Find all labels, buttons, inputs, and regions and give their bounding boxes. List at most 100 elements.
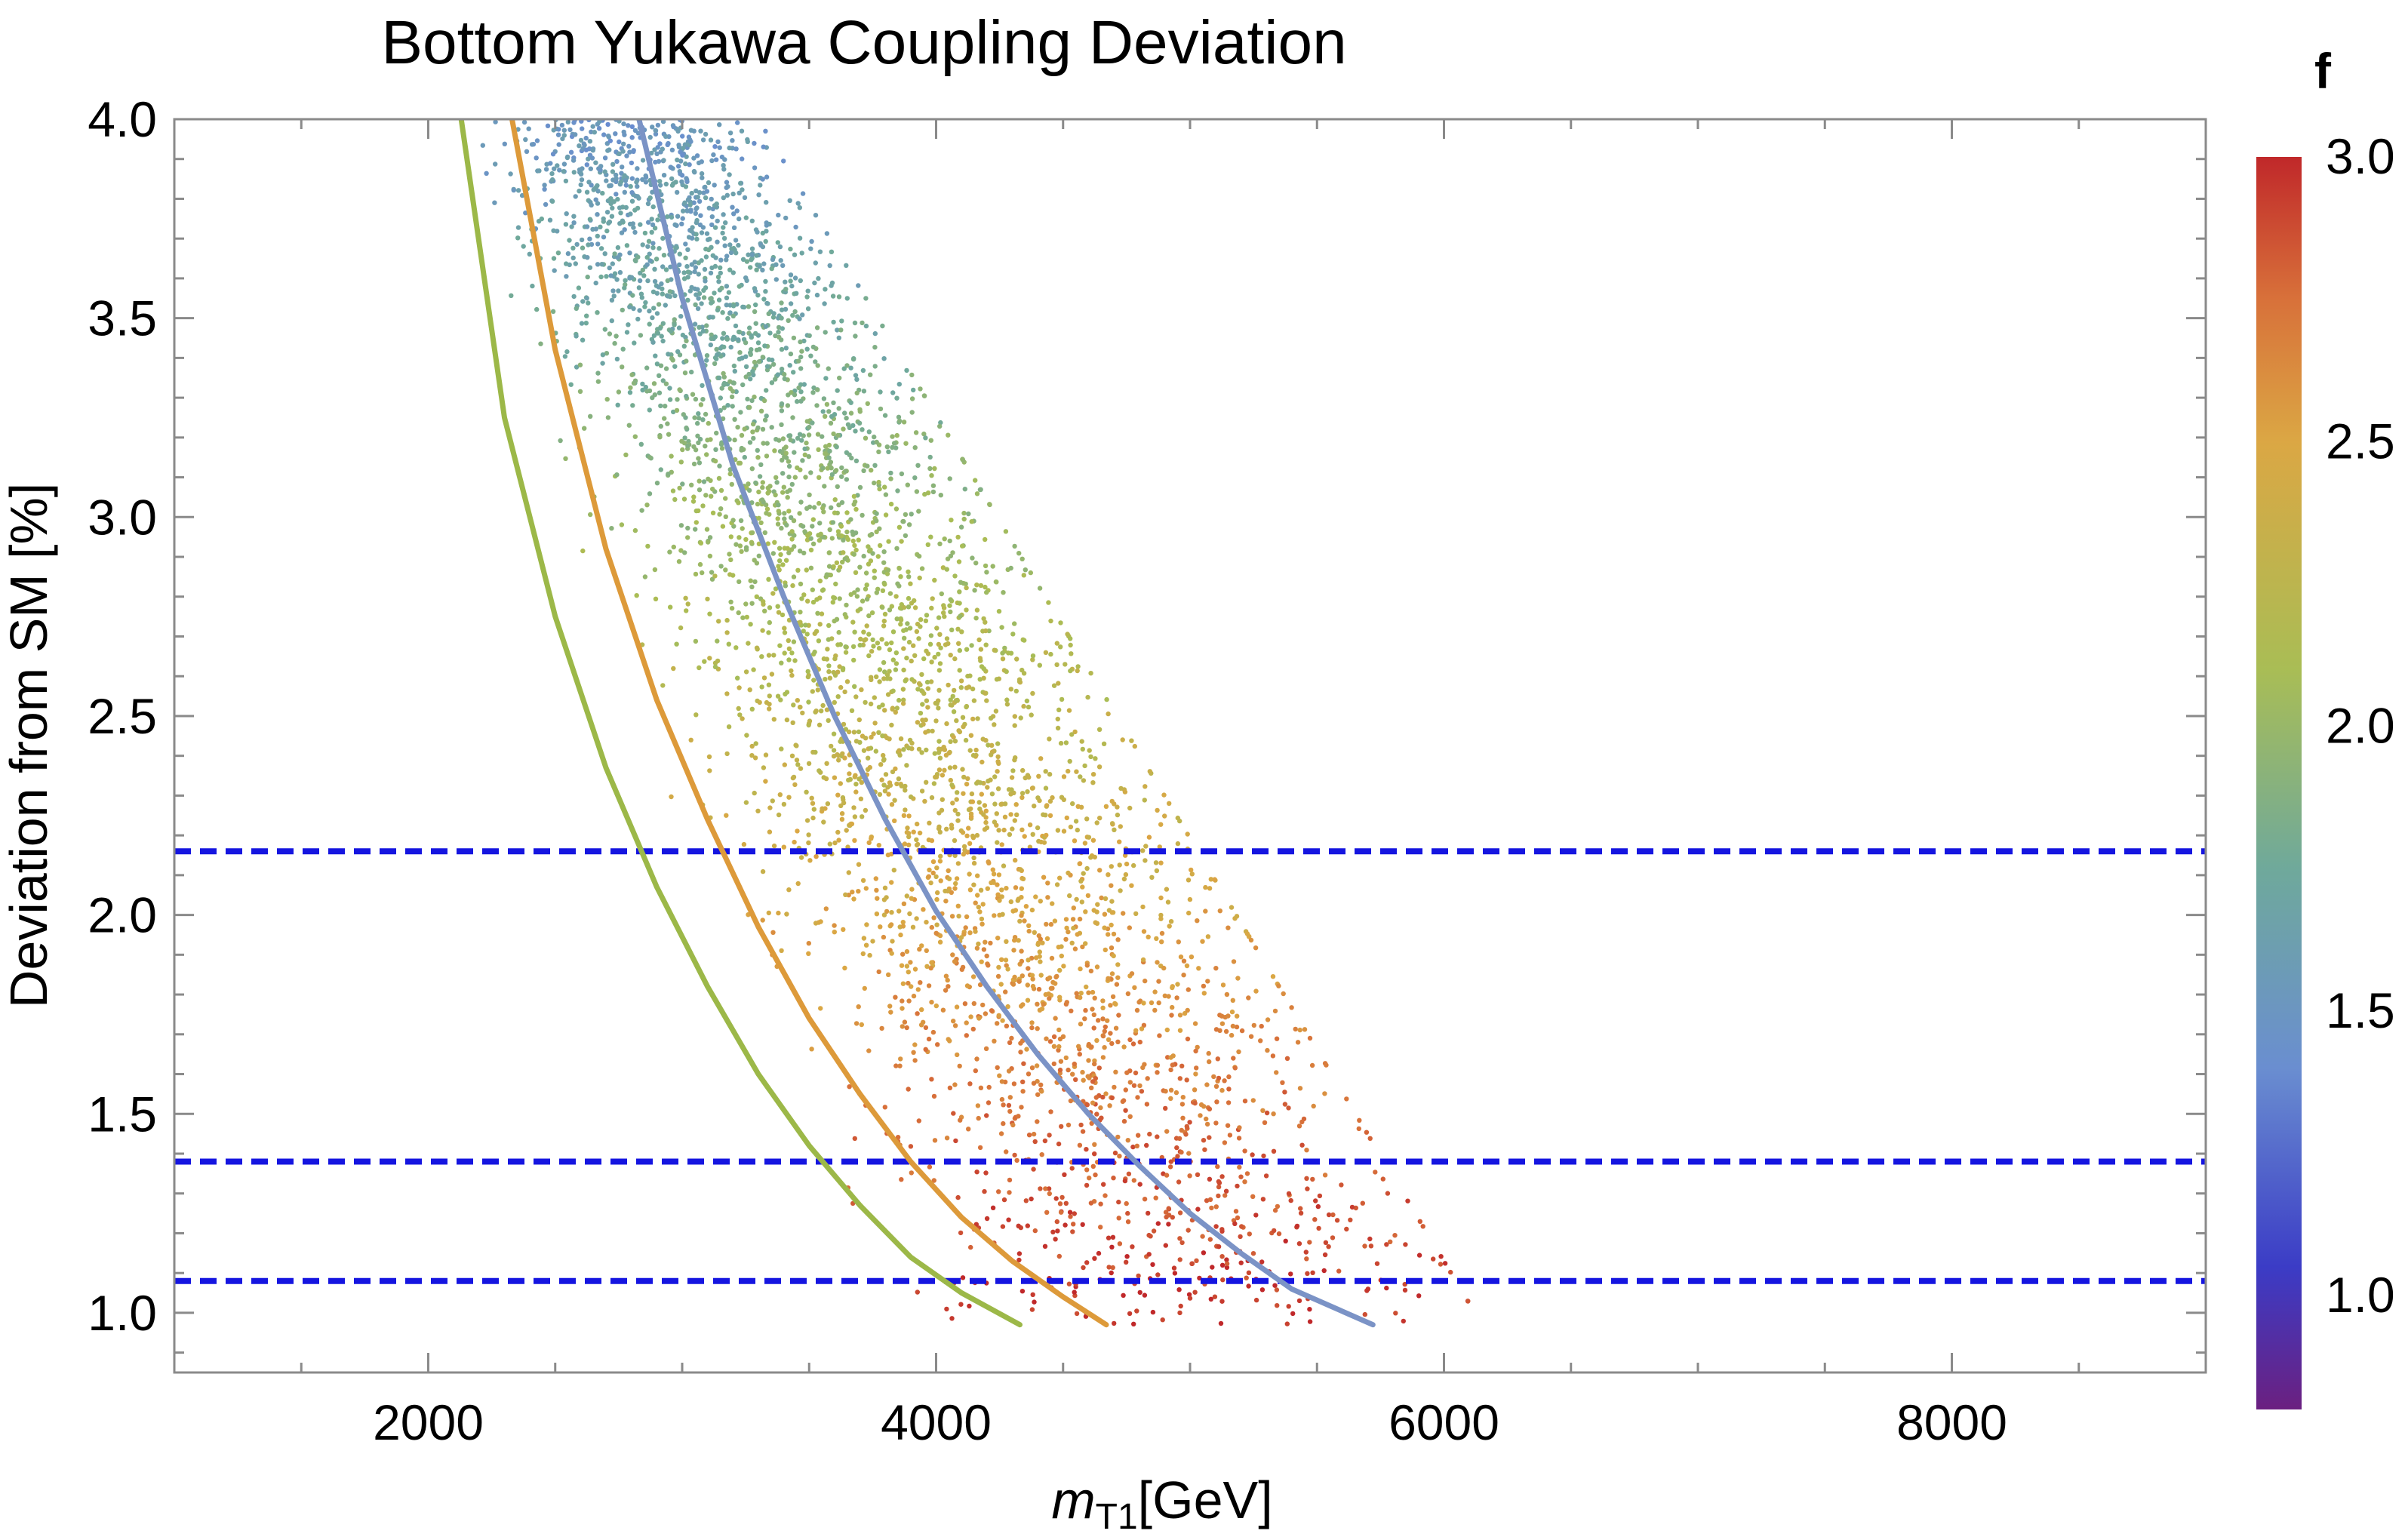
scatter-point	[610, 161, 616, 167]
scatter-point	[829, 280, 835, 286]
scatter-point	[704, 358, 709, 363]
scatter-point	[582, 426, 587, 431]
scatter-point	[966, 684, 972, 690]
scatter-point	[644, 254, 650, 260]
scatter-point	[1109, 1040, 1115, 1047]
scatter-point	[866, 613, 872, 619]
scatter-point	[1000, 650, 1005, 656]
scatter-point	[649, 150, 654, 156]
scatter-point	[1058, 644, 1063, 650]
scatter-point	[762, 608, 767, 613]
scatter-point	[724, 337, 730, 342]
scatter-point	[1019, 913, 1024, 918]
scatter-point	[963, 737, 969, 743]
scatter-point	[944, 567, 950, 572]
scatter-point	[875, 554, 881, 559]
scatter-point	[853, 547, 859, 553]
scatter-point	[681, 276, 687, 281]
scatter-point	[767, 706, 772, 712]
scatter-point	[621, 121, 626, 127]
scatter-point	[808, 565, 814, 570]
scatter-point	[839, 465, 844, 471]
scatter-point	[573, 261, 578, 266]
scatter-point	[770, 930, 776, 936]
scatter-point	[994, 811, 1000, 816]
scatter-point	[1057, 967, 1063, 973]
scatter-point	[810, 815, 816, 821]
scatter-point	[1115, 804, 1120, 810]
scatter-point	[942, 767, 947, 773]
scatter-point	[776, 330, 781, 335]
scatter-point	[577, 143, 582, 149]
scatter-point	[573, 194, 578, 199]
scatter-point	[1084, 984, 1089, 990]
plot-frame	[173, 118, 2207, 1374]
scatter-point	[973, 478, 978, 483]
scatter-point	[929, 1077, 934, 1082]
scatter-point	[721, 163, 726, 168]
scatter-point	[882, 413, 888, 418]
scatter-point	[563, 178, 569, 184]
scatter-point	[725, 315, 730, 321]
scatter-point	[1074, 896, 1079, 902]
scatter-point	[843, 727, 849, 732]
scatter-point	[1008, 565, 1013, 571]
scatter-point	[789, 536, 795, 542]
scatter-point	[1213, 1027, 1219, 1032]
colorbar-tick-label: 1.0	[2326, 1267, 2395, 1323]
scatter-point	[844, 510, 850, 515]
scatter-point	[802, 529, 807, 534]
scatter-point	[823, 413, 828, 419]
scatter-point	[911, 1050, 916, 1056]
scatter-point	[903, 678, 908, 684]
scatter-point	[1109, 883, 1114, 888]
scatter-point	[699, 171, 705, 177]
scatter-point	[783, 287, 789, 292]
scatter-point	[671, 544, 676, 550]
scatter-point	[678, 625, 684, 631]
scatter-point	[1168, 1055, 1173, 1060]
scatter-point	[751, 421, 756, 427]
scatter-point	[909, 1170, 915, 1176]
scatter-point	[574, 364, 580, 370]
scatter-point	[833, 468, 839, 473]
scatter-point	[927, 867, 932, 873]
scatter-point	[1031, 1167, 1036, 1172]
scatter-point	[890, 706, 895, 712]
scatter-point	[595, 241, 601, 247]
scatter-point	[1140, 848, 1146, 853]
scatter-point	[635, 254, 641, 260]
scatter-point	[703, 444, 708, 449]
scatter-point	[908, 960, 913, 965]
scatter-point	[712, 144, 718, 149]
scatter-point	[816, 275, 821, 281]
scatter-point	[1174, 1145, 1179, 1151]
scatter-point	[770, 591, 776, 596]
scatter-point	[657, 325, 663, 331]
scatter-point	[886, 972, 891, 978]
scatter-point	[860, 320, 865, 326]
scatter-point	[642, 304, 647, 309]
scatter-point	[1177, 1076, 1183, 1081]
scatter-point	[727, 572, 733, 577]
scatter-point	[1092, 854, 1098, 860]
scatter-point	[1227, 1133, 1233, 1138]
scatter-point	[696, 411, 701, 417]
scatter-point	[706, 420, 711, 426]
scatter-point	[946, 750, 952, 756]
scatter-point	[709, 196, 714, 202]
scatter-point	[836, 838, 841, 843]
scatter-point	[1012, 974, 1017, 980]
scatter-point	[971, 698, 977, 703]
scatter-point	[954, 797, 959, 802]
scatter-point	[1118, 824, 1124, 829]
scatter-point	[724, 303, 729, 308]
scatter-point	[1000, 1224, 1006, 1229]
scatter-point	[529, 142, 535, 147]
scatter-point	[672, 293, 678, 299]
scatter-point	[1164, 887, 1170, 892]
scatter-point	[813, 854, 819, 859]
scatter-point	[955, 861, 961, 866]
scatter-point	[654, 290, 660, 296]
scatter-point	[1003, 958, 1009, 963]
